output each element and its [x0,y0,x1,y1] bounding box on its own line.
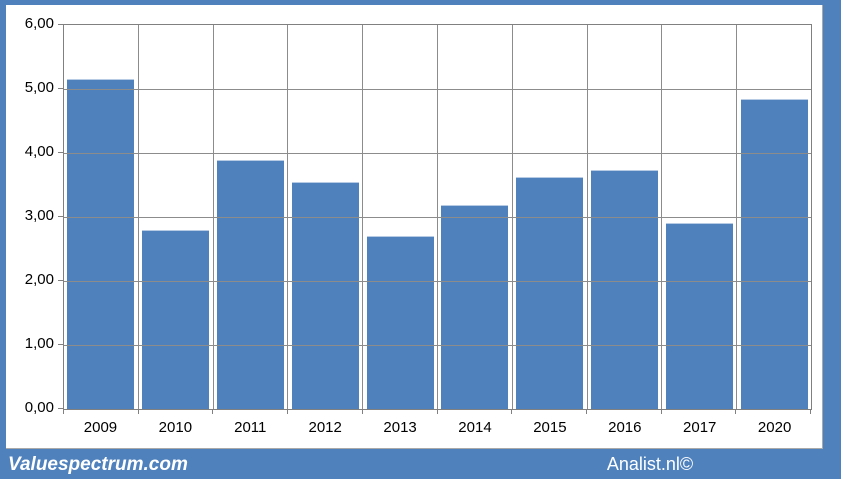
horizontal-gridline [64,89,811,90]
x-axis-tick-label: 2013 [383,419,417,436]
x-axis-tick-mark [511,409,513,414]
x-axis-tick-label: 2011 [234,419,267,436]
x-axis-tick-mark [63,409,64,414]
bar-2012 [291,181,359,409]
analist-watermark: Analist.nl© [606,454,694,474]
horizontal-gridline [64,281,811,282]
category-cell-2010 [139,25,214,409]
bar-2009 [67,78,135,409]
x-axis-tick-mark [810,409,811,414]
category-cell-2020 [737,25,811,409]
y-axis-tick-label: 6,00 [24,15,54,32]
bar-2020 [740,98,808,409]
chart-area: 2009 2010 2011 2012 2013 2014 2015 2016 2017 2020… [6,5,823,449]
category-cell-2015 [513,25,588,409]
y-axis-tick-mark [58,280,63,281]
horizontal-gridline [64,153,811,154]
x-axis-tick-mark [137,409,139,414]
x-axis-tick-mark [660,409,662,414]
y-axis-tick-mark [58,24,63,25]
x-axis-tick-label: 2012 [308,419,342,436]
x-axis-tick-mark [361,409,363,414]
horizontal-gridline [64,217,811,218]
x-axis-tick-mark [287,409,289,414]
y-axis-tick-label: 5,00 [24,79,54,96]
y-axis-tick-label: 2,00 [24,271,54,288]
bar-2010 [142,230,210,409]
bar-2013 [366,235,434,409]
y-axis-tick-mark [58,408,63,409]
y-axis-tick-label: 0,00 [24,399,54,416]
y-axis-tick-label: 1,00 [24,335,54,352]
bar-2011 [216,160,285,409]
y-axis-tick-mark [58,152,63,153]
bars-container [64,25,811,409]
x-axis-tick-label: 2014 [458,419,492,436]
x-axis-tick-label: 2017 [683,419,717,436]
y-axis-tick-mark [58,216,63,217]
x-axis-tick-label: 2020 [757,419,792,436]
category-cell-2011 [214,25,289,409]
x-axis-tick-mark [212,409,214,414]
category-cell-2014 [438,25,513,409]
bar-2014 [441,204,509,409]
category-cell-2016 [588,25,663,409]
x-axis-tick-label: 2009 [83,419,118,436]
footer-banner: Valuespectrum.com Analist.nl© [0,450,841,479]
x-axis-labels: 2009 2010 2011 2012 2013 2014 2015 2016 2017 2020 [63,417,812,439]
bar-2017 [665,222,733,409]
category-cell-2009 [64,25,139,409]
valuespectrum-watermark: Valuespectrum.com [8,453,188,475]
horizontal-gridline [64,345,811,346]
x-axis-tick-mark [585,409,587,414]
x-axis-tick-label: 2015 [533,419,567,436]
x-axis-tick-label: 2016 [608,419,642,436]
y-axis-tick-mark [58,88,63,89]
x-axis-tick-mark [436,409,438,414]
y-axis-tick-mark [58,344,63,345]
bar-2015 [516,177,584,409]
x-axis-tick-mark [735,409,737,414]
y-axis-tick-label: 4,00 [24,143,54,160]
x-axis-tick-label: 2010 [158,419,193,436]
y-axis-tick-label: 3,00 [24,207,54,224]
bar-2016 [590,170,659,409]
plot-area [63,24,812,410]
